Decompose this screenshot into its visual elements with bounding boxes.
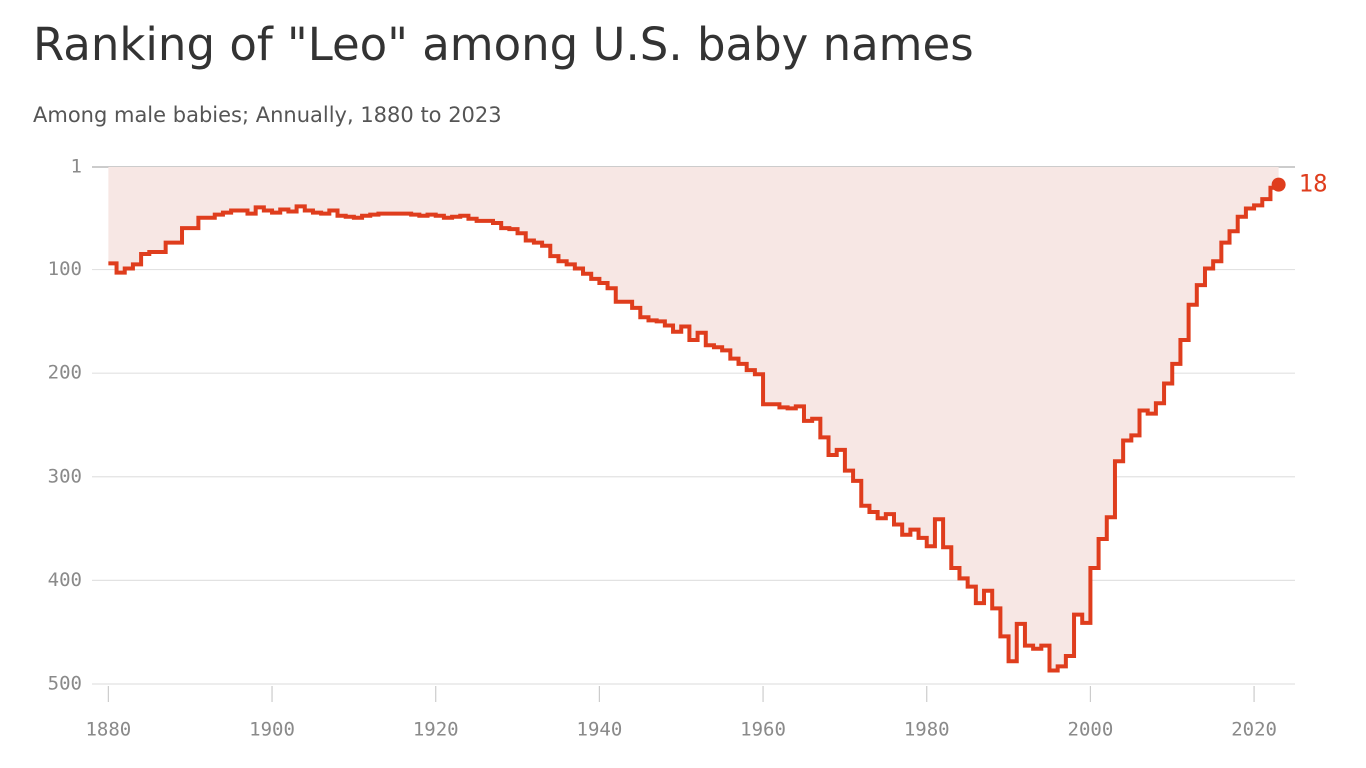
x-tick-label: 2020 [1231,719,1277,741]
y-tick-label: 300 [48,465,82,487]
chart-subtitle: Among male babies; Annually, 1880 to 202… [33,103,502,127]
y-tick-label: 500 [48,673,82,695]
y-tick-label: 1 [71,156,82,178]
x-tick-label: 1940 [577,719,623,741]
y-tick-label: 200 [48,362,82,384]
end-label: 18 [1299,170,1328,198]
end-dot [1271,177,1286,192]
y-tick-label: 400 [48,569,82,591]
x-tick-label: 1880 [85,719,131,741]
y-tick-label: 100 [48,258,82,280]
line [108,184,1281,673]
x-tick-label: 1980 [904,719,950,741]
chart-title: Ranking of "Leo" among U.S. baby names [33,18,974,71]
x-tick-label: 2000 [1068,719,1114,741]
x-tick-label: 1960 [740,719,786,741]
x-tick-label: 1900 [249,719,295,741]
x-tick-label: 1920 [413,719,459,741]
area [108,167,1279,671]
